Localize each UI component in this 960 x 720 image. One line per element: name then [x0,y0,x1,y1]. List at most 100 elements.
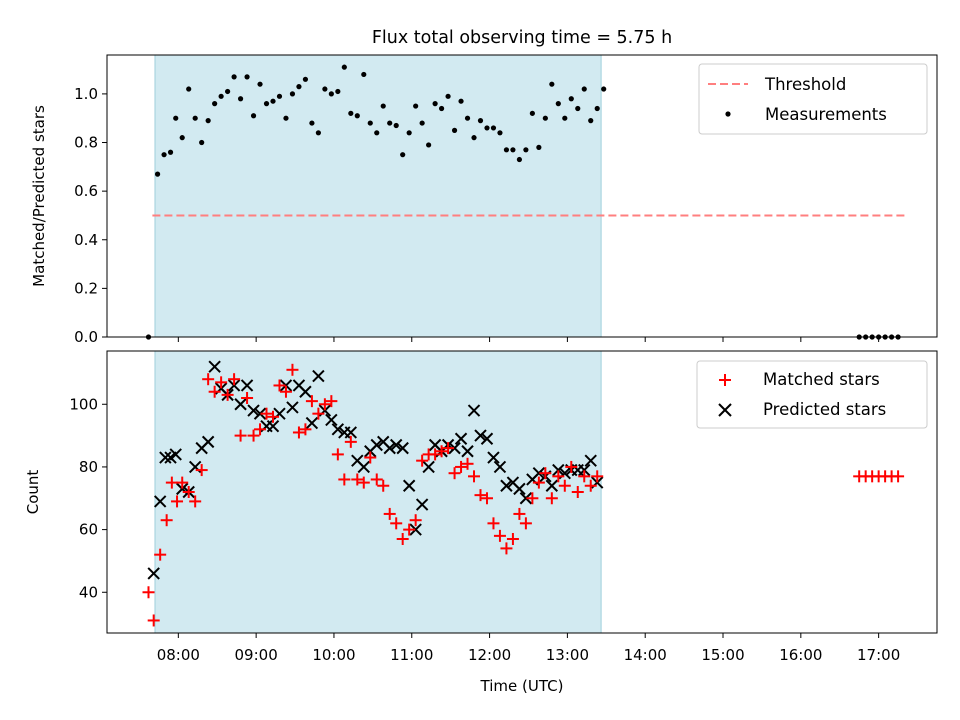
measurement-point [276,93,283,99]
predicted-star-point [409,523,422,536]
matched-star-point [409,514,422,527]
matched-star-point [429,448,442,461]
matched-star-point [442,442,455,455]
predicted-star-point [545,479,559,492]
measurement-point [354,113,360,119]
measurement-point [270,98,276,104]
predicted-star-point [370,438,383,452]
measurement-point [516,156,523,163]
counts-y-tick-label: 40 [79,583,98,601]
predicted-star-point [279,379,293,392]
matched-star-point [305,395,318,408]
measurement-point [161,152,167,158]
measurement-point [510,147,516,153]
measurement-point [490,125,497,131]
counts-panel: 40 60 80 100 08:00 09:00 10:00 11:00 12:00 13:00… [24,350,938,695]
x-tick-label: 14:00 [624,646,667,664]
measurement-point [497,130,503,136]
measurement-point [348,110,354,116]
matched-star-point [539,467,552,480]
measurement-point [250,113,257,119]
measurement-point [341,64,347,70]
matched-star-point [325,395,338,408]
measurement-point [374,130,380,136]
predicted-star-point [312,369,325,383]
measurement-point [426,142,432,148]
matched-star-point [202,373,215,386]
matched-star-point [383,507,396,520]
matched-star-point [241,392,254,404]
measurement-point [464,115,471,121]
predicted-star-point [402,479,416,492]
matched-star-point [189,495,202,508]
matched-star-point [487,517,500,530]
predicted-star-point [153,495,167,508]
matched-star-point [221,388,234,401]
ratio-y-tick-label: 0.0 [74,328,98,346]
matched-star-point [154,548,167,561]
matched-star-point [338,473,351,486]
matched-star-point [160,514,173,527]
measurement-point [471,135,477,141]
measurement-point [237,96,244,102]
predicted-star-point [159,451,172,464]
counts-legend: Matched stars Predicted stars [696,360,928,429]
matched-star-point [176,476,189,489]
matched-star-point [545,492,558,505]
measurement-point [322,86,328,92]
predicted-legend-swatch [718,403,732,417]
matched-star-point [331,448,344,461]
measurement-point [529,110,535,116]
ratio-measurements [145,64,901,340]
matched-star-point [228,373,241,386]
measurement-point [302,76,309,82]
x-tick-label: 11:00 [390,646,433,664]
predicted-star-point [487,451,500,464]
predicted-star-point [305,416,319,430]
predicted-star-point [227,379,241,392]
measurement-point [173,115,179,121]
measurement-point [594,105,600,112]
matched-star-point [455,460,468,473]
matched-star-point [506,533,519,545]
ratio-y-tick-label: 0.6 [74,182,98,200]
matched-star-point [403,523,416,536]
measurement-point [225,88,231,95]
measurement-point [419,120,425,126]
predicted-star-point [422,460,435,474]
counts-plot-frame [106,350,938,634]
matched-star-point [377,479,390,492]
measurement-point [523,147,529,153]
matched-star-point [474,489,487,502]
measurement-point [309,120,315,126]
ratio-y-tick-label: 0.2 [74,279,98,297]
matched-star-point [171,495,184,508]
x-tick-label: 17:00 [857,646,900,664]
matched-star-point [318,398,331,411]
measurement-point [263,101,270,107]
matched-star-point [416,454,429,467]
matched-star-point [299,423,312,436]
measurement-point [601,86,607,92]
measurement-point [458,98,464,104]
matched-star-point [591,470,604,483]
predicted-star-point [240,379,254,392]
predicted-star-point [357,460,370,474]
measurement-point [400,152,406,158]
predicted-star-point [253,407,267,420]
predicted-star-point [584,454,597,467]
matched-star-point [312,407,325,420]
matched-star-point [558,479,571,492]
matched-stars-series [142,363,905,627]
x-tick-label: 08:00 [157,646,200,664]
predicted-star-point [519,492,533,505]
matched-star-point [519,517,532,530]
matched-star-point [234,429,247,442]
measurement-point [581,86,587,92]
predicted-star-point [474,429,487,442]
predicted-legend-label: Predicted stars [763,400,886,419]
measurement-point [328,91,334,97]
matched-star-point [260,407,273,420]
x-axis-label: Time (UTC) [480,677,564,695]
measurement-point [315,130,321,136]
